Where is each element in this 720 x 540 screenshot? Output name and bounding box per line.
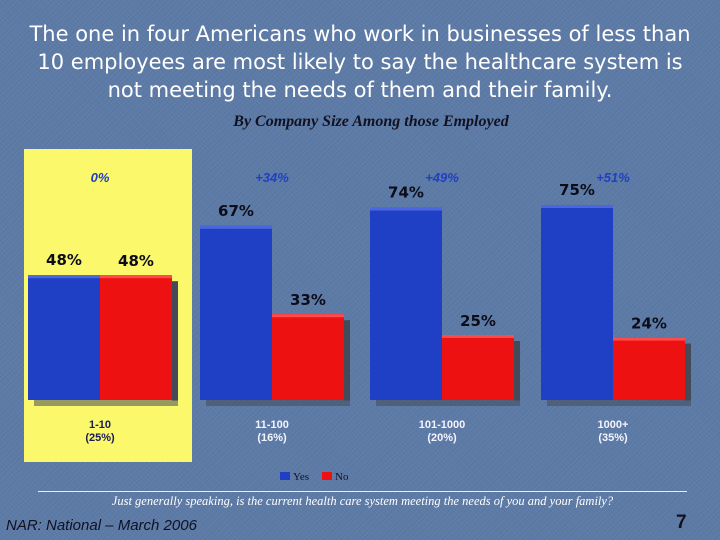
bar-base-shadow [206,400,350,406]
bar-no-shadow [344,320,350,401]
net-difference-label: 0% [91,170,110,185]
footer-divider [38,491,687,492]
bar-no-top [442,335,514,338]
category-label-line: 11-100 [255,419,289,431]
data-label-yes: 75% [559,181,595,199]
data-label-yes: 48% [46,251,82,269]
data-label-no: 48% [118,252,154,270]
category-label: 1-10 (25%) [85,419,115,444]
bar-base-shadow [547,400,691,406]
data-label-yes: 74% [388,184,424,202]
category-label-line: 101-1000 [419,419,466,431]
legend-label-no: No [335,471,349,483]
bar-no [272,314,344,400]
category-label-line: (20%) [427,432,457,444]
legend-swatch-yes [280,472,290,480]
survey-question: Just generally speaking, is the current … [111,494,614,508]
bar-no-top [100,275,172,279]
bar-yes [541,205,613,400]
bar-yes-top [28,275,100,279]
bar-no [100,275,172,400]
category-label-line: 1000+ [598,419,629,431]
bar-base-shadow [34,400,178,406]
page-number: 7 [676,512,687,533]
bar-yes [28,275,100,400]
legend-label-yes: Yes [293,471,309,483]
bar-no-shadow [172,281,178,401]
data-label-no: 25% [460,312,496,330]
bar-base-shadow [376,400,520,406]
data-label-no: 33% [290,291,326,309]
bar-yes-top [200,225,272,229]
bar-yes [200,225,272,400]
chart-title: By Company Size Among those Employed [233,113,509,130]
net-difference-label: +51% [596,170,630,185]
category-label: 101-1000 (20%) [419,419,466,444]
category-label: 1000+ (35%) [598,419,629,444]
bar-no [613,337,685,400]
bar-no-shadow [514,341,520,401]
bar-yes-top [370,207,442,211]
category-label-line: 1-10 [89,419,111,431]
bar-yes-top [541,205,613,208]
legend-swatch-no [322,472,332,480]
net-difference-label: +34% [255,170,289,185]
bar-no-shadow [685,343,691,401]
bar-no-top [272,314,344,318]
category-label: 11-100 (16%) [255,419,289,444]
bar-no [442,335,514,400]
source-note: NAR: National – March 2006 [6,517,197,534]
data-label-yes: 67% [218,202,254,220]
slide-title: The one in four Americans who work in bu… [29,22,691,102]
data-label-no: 24% [631,315,667,333]
bar-no-top [613,337,685,341]
bar-yes [370,207,442,400]
category-label-line: (16%) [257,432,287,444]
category-label-line: (35%) [598,432,628,444]
net-difference-label: +49% [425,170,459,185]
category-label-line: (25%) [85,432,115,444]
